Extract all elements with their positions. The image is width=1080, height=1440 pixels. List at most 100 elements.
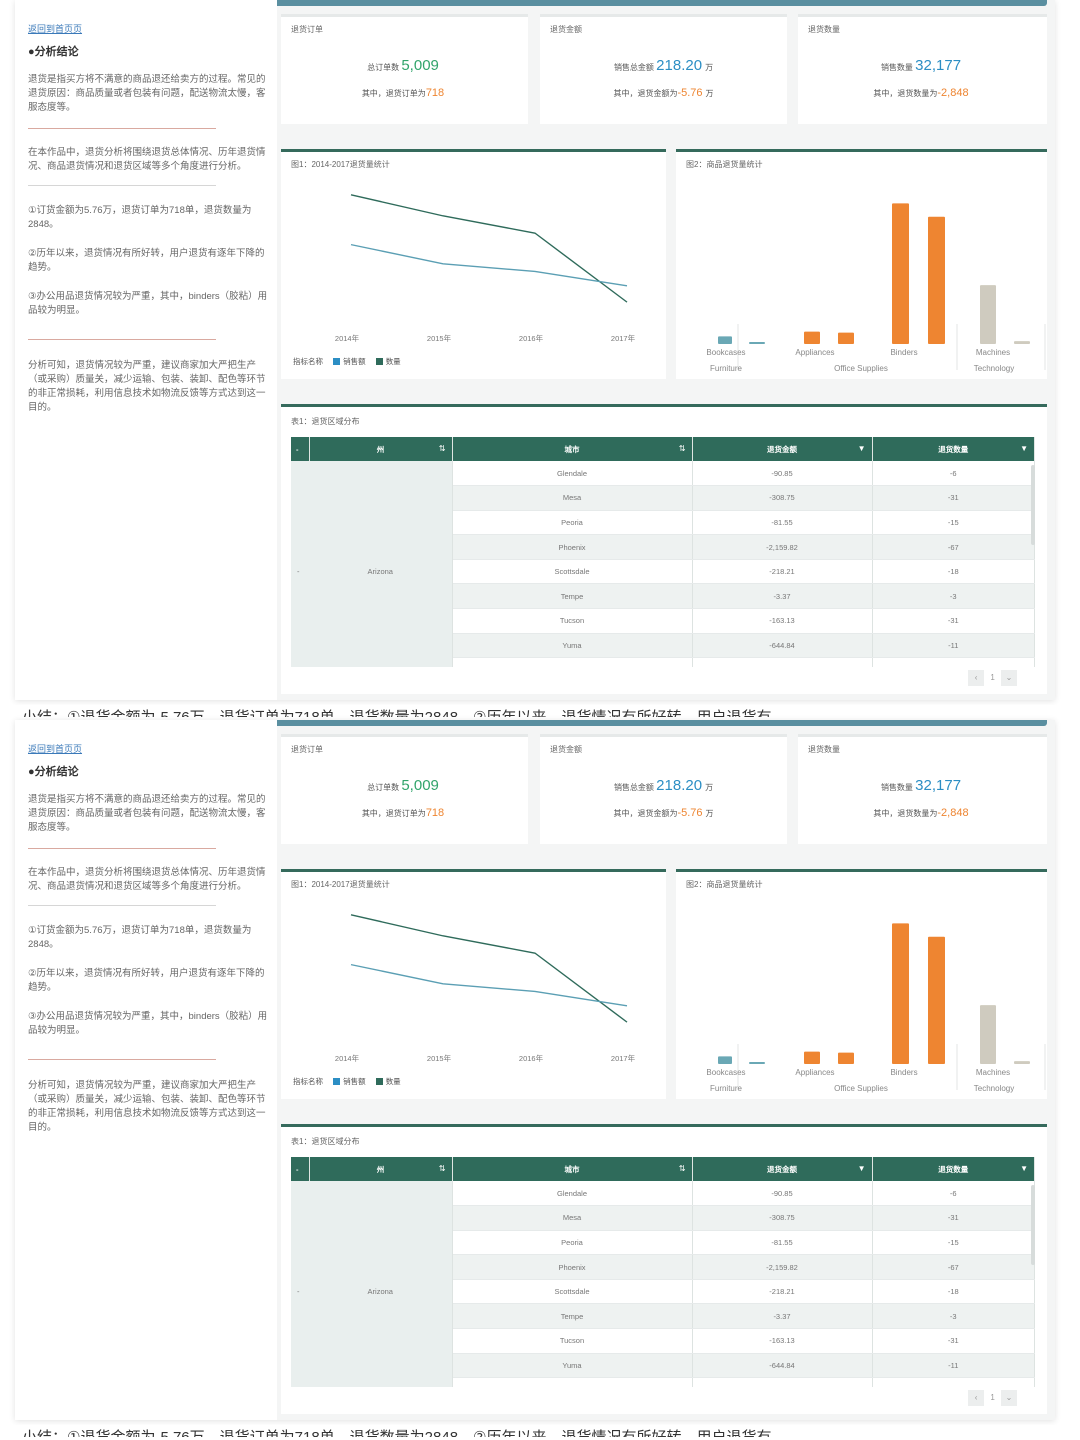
column-header-city[interactable]: 城市 ⇅	[452, 1157, 693, 1181]
table-row[interactable]: Scottsdale -218.21 -18	[291, 1279, 1035, 1305]
qty-cell: -18	[872, 1279, 1035, 1305]
sort-icon[interactable]: ⇅	[678, 444, 686, 453]
bar	[718, 1056, 732, 1064]
kpi-main: 销售总金额 218.20 万	[540, 777, 787, 794]
kpi-sub-label: 其中，退货订单为	[361, 809, 426, 818]
collapse-all-toggle[interactable]: -	[291, 1157, 310, 1181]
table-row[interactable]: Tempe -3.37 -3	[291, 1303, 1035, 1330]
x-tick-label: Bookcases	[706, 348, 745, 357]
group-label: Office Supplies	[834, 364, 888, 373]
city-cell: Tucson	[452, 1328, 693, 1354]
column-header-amount[interactable]: 退货金额 ▼	[692, 437, 873, 461]
prev-page-button[interactable]: ‹	[968, 1390, 985, 1406]
x-tick-label: Appliances	[795, 1068, 834, 1077]
table-row[interactable]: - Arizona Glendale -90.85 -6	[291, 461, 1035, 667]
kpi-sub-unit: 万	[705, 809, 714, 818]
qty-cell: -3	[872, 1303, 1035, 1330]
sort-icon[interactable]: ⇅	[438, 444, 446, 453]
legend-title: 指标名称	[293, 1077, 323, 1086]
table-pager: ‹ 1 ⌄	[968, 670, 1017, 686]
table-scrollbar[interactable]	[1031, 1185, 1035, 1265]
bar	[980, 285, 996, 344]
sort-icon[interactable]: ⇅	[678, 1164, 686, 1173]
kpi-sub-unit: 万	[705, 89, 714, 98]
column-header-city[interactable]: 城市 ⇅	[452, 437, 693, 461]
kpi-main-label: 销售总金额	[613, 783, 654, 792]
back-to-home-link[interactable]: 返回到首页页	[28, 24, 83, 34]
kpi-main-label: 总订单数	[367, 783, 400, 792]
caption-strip: 小结：①退货金额为-5.76万，退货订单为718单，退货数量为2848。②历年以…	[0, 705, 1080, 717]
table-pager: ‹ 1 ⌄	[968, 1390, 1017, 1406]
region-table: - 州 ⇅ 城市 ⇅ 退货金额 ▼ 退货数量 ▼ - Arizona Glendale -90…	[291, 1157, 1035, 1387]
kpi-sub-value: 718	[425, 807, 445, 819]
bar	[892, 203, 909, 344]
row-collapse-toggle[interactable]: -	[291, 461, 309, 667]
column-header-qty[interactable]: 退货数量 ▼	[872, 1157, 1035, 1181]
table-row[interactable]: Tempe -3.37 -3	[291, 583, 1035, 610]
x-tick-label: Binders	[890, 1068, 917, 1077]
table-row[interactable]: Mesa -308.75 -31	[291, 1205, 1035, 1231]
next-page-dropdown[interactable]: ⌄	[1001, 670, 1017, 686]
table-row[interactable]: Yuma -644.84 -11	[291, 633, 1035, 659]
prev-page-button[interactable]: ‹	[968, 670, 985, 686]
legend-item-qty[interactable]: 数量	[385, 357, 401, 366]
finding-3: ③办公用品退货情况较为严重，其中，binders（胶粘）用品较为明显。	[28, 1011, 268, 1036]
filter-icon[interactable]: ▼	[1020, 444, 1028, 453]
kpi-sub: 其中，退货数量为-2,848	[798, 87, 1047, 99]
amount-cell: -644.84	[692, 633, 873, 659]
conclusion-heading: ●分析结论	[28, 46, 79, 58]
kpi-sub: 其中，退货数量为-2,848	[798, 807, 1047, 819]
scope-paragraph: 在本作品中，退货分析将围绕退货总体情况、历年退货情况、商品退货情况和退货区域等多…	[28, 147, 266, 172]
x-tick-label: 2016年	[519, 1053, 544, 1063]
table-row[interactable]: - Arizona Glendale -90.85 -6	[291, 1181, 1035, 1387]
kpi-sub-label: 其中，退货订单为	[361, 89, 426, 98]
table-row[interactable]: Tucson -163.13 -31	[291, 1328, 1035, 1354]
table-row[interactable]: Peoria -81.55 -15	[291, 1230, 1035, 1256]
dashboard-screenshot: 返回到首页页 ●分析结论 退货是指买方将不满意的商品退还给卖方的过程。常见的退货…	[15, 720, 1055, 1420]
x-tick-label: 2017年	[611, 1053, 636, 1063]
column-header-amount[interactable]: 退货金额 ▼	[692, 1157, 873, 1181]
table-viewport[interactable]: - 州 ⇅ 城市 ⇅ 退货金额 ▼ 退货数量 ▼ - Arizona Glendale -90…	[291, 1157, 1035, 1387]
legend-item-qty[interactable]: 数量	[385, 1077, 401, 1086]
column-header-state[interactable]: 州 ⇅	[309, 1157, 453, 1181]
city-cell: Phoenix	[452, 534, 693, 560]
table-row[interactable]: Phoenix -2,159.82 -67	[291, 1254, 1035, 1280]
table-row[interactable]: Tucson -163.13 -31	[291, 608, 1035, 634]
caption-strip: 小结：①退货金额为-5.76万，退货订单为718单，退货数量为2848。②历年以…	[0, 1425, 1080, 1437]
column-header-state[interactable]: 州 ⇅	[309, 437, 453, 461]
city-cell: Scottsdale	[452, 559, 693, 585]
column-header-qty[interactable]: 退货数量 ▼	[872, 437, 1035, 461]
table-viewport[interactable]: - 州 ⇅ 城市 ⇅ 退货金额 ▼ 退货数量 ▼ - Arizona Glendale -90…	[291, 437, 1035, 667]
qty-cell: -15	[872, 1230, 1035, 1256]
city-cell: Yuma	[452, 1353, 693, 1379]
current-page: 1	[990, 673, 995, 683]
intro-paragraph: 退货是指买方将不满意的商品退还给卖方的过程。常见的退货原因：商品质量或者包装有问…	[28, 794, 266, 833]
kpi-main: 总订单数 5,009	[281, 57, 528, 74]
table-row[interactable]: Phoenix -2,159.82 -67	[291, 534, 1035, 560]
collapse-all-toggle[interactable]: -	[291, 437, 310, 461]
recommendation-paragraph: 分析可知，退货情况较为严重，建议商家加大严把生产（或采购）质量关，减少运输、包装…	[28, 360, 266, 413]
bar-chart-title: 图2：商品退货量统计	[686, 160, 763, 169]
legend-item-sales[interactable]: 销售额	[343, 357, 366, 366]
kpi-sub-value: -5.76	[677, 807, 703, 819]
table-row[interactable]: Mesa -308.75 -31	[291, 485, 1035, 511]
filter-icon[interactable]: ▼	[1020, 1164, 1028, 1173]
dashboard-screenshot: 返回到首页页 ●分析结论 退货是指买方将不满意的商品退还给卖方的过程。常见的退货…	[15, 0, 1055, 700]
filter-icon[interactable]: ▼	[857, 1164, 866, 1173]
kpi-main-value: 32,177	[915, 57, 962, 74]
amount-cell: -2,159.82	[692, 1254, 873, 1280]
next-page-dropdown[interactable]: ⌄	[1001, 1390, 1017, 1406]
finding-1: ①订货金额为5.76万，退货订单为718单，退货数量为2848。	[28, 205, 252, 230]
table-row[interactable]: Peoria -81.55 -15	[291, 510, 1035, 536]
filter-icon[interactable]: ▼	[857, 444, 866, 453]
kpi-main-unit: 万	[705, 783, 714, 792]
table-scrollbar[interactable]	[1031, 465, 1035, 545]
x-tick-label: Appliances	[795, 348, 834, 357]
back-to-home-link[interactable]: 返回到首页页	[28, 744, 83, 754]
kpi-card-orders: 退货订单 总订单数 5,009 其中，退货订单为718	[281, 734, 528, 844]
sort-icon[interactable]: ⇅	[438, 1164, 446, 1173]
table-row[interactable]: Yuma -644.84 -11	[291, 1353, 1035, 1379]
table-row[interactable]: Scottsdale -218.21 -18	[291, 559, 1035, 585]
row-collapse-toggle[interactable]: -	[291, 1181, 309, 1387]
legend-item-sales[interactable]: 销售额	[343, 1077, 366, 1086]
